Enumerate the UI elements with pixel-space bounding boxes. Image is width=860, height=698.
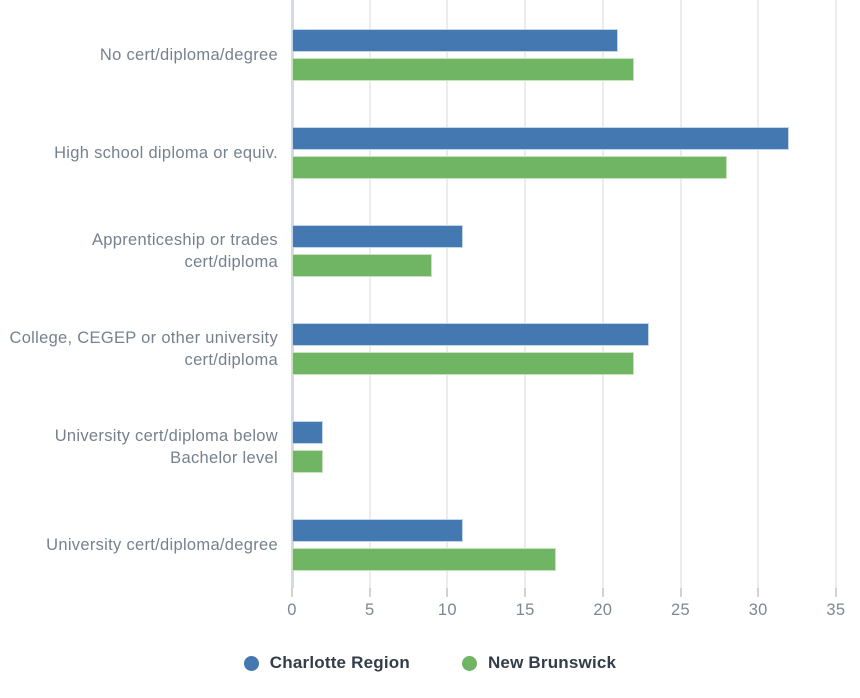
bar-charlotte-region: [292, 225, 463, 248]
bar-new-brunswick: [292, 58, 634, 81]
x-axis-tick-label-10: 10: [437, 601, 457, 619]
category-label-line: Bachelor level: [170, 449, 278, 467]
x-axis-tick-label-20: 20: [593, 601, 613, 619]
legend-item-charlotte-region: Charlotte Region: [243, 653, 410, 673]
bar-new-brunswick: [292, 254, 432, 277]
legend-label: Charlotte Region: [269, 653, 410, 672]
x-axis-tick-25: [679, 588, 682, 597]
category-label: University cert/diploma below Bachelor le…: [0, 421, 278, 473]
x-axis-tick-30: [757, 588, 760, 597]
x-axis-tick-35: [834, 588, 837, 597]
x-axis-tick-label-5: 5: [364, 601, 375, 619]
category-label-line: Apprenticeship or trades: [91, 231, 278, 249]
plot-area: 0 5 10 15 20 25 30 35 No cert/diploma/degree High…: [0, 0, 845, 619]
bar-new-brunswick: [292, 352, 634, 375]
legend-item-new-brunswick: New Brunswick: [461, 653, 617, 673]
gridline-x-30: [757, 0, 760, 588]
x-axis-tick-label-30: 30: [748, 601, 768, 619]
gridline-x-15: [524, 0, 527, 588]
gridline-x-25: [679, 0, 682, 588]
x-axis-tick-15: [524, 588, 527, 597]
x-axis-tick-10: [446, 588, 449, 597]
bar-new-brunswick: [292, 156, 727, 179]
gridline-x-35: [834, 0, 837, 588]
x-axis-tick-label-25: 25: [671, 601, 690, 619]
gridline-x-5: [368, 0, 371, 588]
x-axis-tick-5: [368, 588, 371, 597]
bar-charlotte-region: [292, 29, 618, 52]
x-axis-tick-20: [601, 588, 604, 597]
category-label: High school diploma or equiv.: [0, 127, 278, 179]
category-label-line: University cert/diploma below: [54, 427, 278, 445]
bar-charlotte-region: [292, 519, 463, 542]
y-axis-line: [290, 0, 294, 588]
legend-swatch-icon: [461, 655, 477, 671]
category-label-line: cert/diploma: [184, 253, 278, 271]
category-label: Apprenticeship or trades cert/diploma: [0, 225, 278, 277]
bar-charlotte-region: [292, 323, 649, 346]
legend-label: New Brunswick: [487, 653, 617, 672]
bar-charlotte-region: [292, 127, 789, 150]
chart-legend: Charlotte Region New Brunswick: [0, 648, 860, 678]
x-axis-tick-0: [291, 588, 293, 597]
legend-swatch-icon: [243, 655, 259, 671]
category-label-line: No cert/diploma/degree: [99, 46, 278, 64]
bar-charlotte-region: [292, 421, 323, 444]
category-label-line: College, CEGEP or other university: [9, 329, 278, 347]
category-label: University cert/diploma/degree: [0, 519, 278, 571]
x-axis-tick-label-35: 35: [826, 601, 846, 619]
category-label-line: cert/diploma: [184, 351, 278, 369]
gridline-x-20: [601, 0, 604, 588]
category-label-line: University cert/diploma/degree: [46, 536, 278, 554]
x-axis-tick-label-15: 15: [515, 601, 535, 619]
bar-new-brunswick: [292, 548, 556, 571]
bar-new-brunswick: [292, 450, 323, 473]
category-label: College, CEGEP or other university cert/d…: [0, 323, 278, 375]
gridline-x-10: [446, 0, 449, 588]
category-label: No cert/diploma/degree: [0, 29, 278, 81]
x-axis-tick-label-0: 0: [287, 601, 297, 619]
category-label-line: High school diploma or equiv.: [54, 144, 278, 162]
